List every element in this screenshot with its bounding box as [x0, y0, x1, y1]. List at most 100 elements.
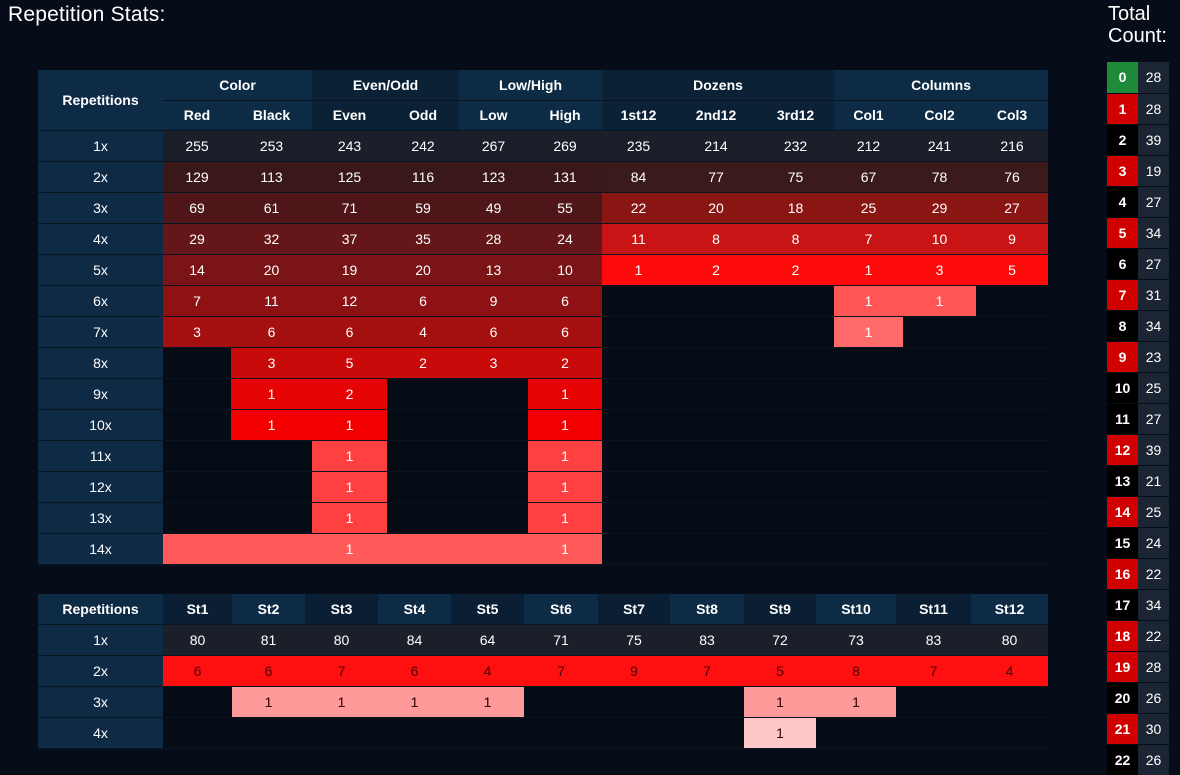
number-count: 28 — [1138, 93, 1169, 125]
number-count: 26 — [1138, 744, 1169, 775]
roulette-number: 22 — [1107, 744, 1138, 775]
cell-black: 20 — [231, 254, 312, 286]
cell-3rd12 — [757, 347, 835, 379]
cell-1st12 — [602, 316, 676, 348]
cell-black: 113 — [231, 161, 312, 193]
cell-col2 — [903, 316, 977, 348]
number-count: 39 — [1138, 434, 1169, 466]
col-header-3rd12: 3rd12 — [757, 100, 835, 131]
cell-st5: 1 — [451, 686, 524, 718]
cell-black: 61 — [231, 192, 312, 224]
group-header-row: Repetitions Color Even/Odd Low/High Doze… — [38, 70, 1049, 131]
roulette-number: 2 — [1107, 124, 1138, 156]
table-row: 11x 1 1 — [38, 440, 1049, 472]
total-count-title-line1: Total — [1108, 3, 1151, 25]
cell-st7 — [598, 717, 670, 749]
group-header-columns: Columns — [834, 70, 1049, 101]
roulette-number: 13 — [1107, 465, 1138, 497]
cell-red: 129 — [163, 161, 231, 193]
row-label: 5x — [38, 254, 163, 286]
cell-1st12: 1 — [602, 254, 676, 286]
cell-st2: 6 — [232, 655, 305, 687]
roulette-number: 21 — [1107, 713, 1138, 745]
cell-low: 13 — [459, 254, 529, 286]
cell-col2: 241 — [903, 130, 977, 162]
row-label: 11x — [38, 440, 163, 472]
cell-st5: 64 — [451, 624, 524, 656]
cell-3rd12 — [757, 533, 835, 565]
cell-low: 9 — [459, 285, 529, 317]
col-header-1st12: 1st12 — [602, 100, 676, 131]
cell-black: 3 — [231, 347, 312, 379]
table-row: 4x 29 32 37 35 28 24 11 8 8 7 10 9 — [38, 223, 1049, 255]
cell-2nd12 — [675, 378, 758, 410]
cell-st11 — [896, 686, 971, 718]
number-count: 22 — [1138, 620, 1169, 652]
roulette-number: 6 — [1107, 248, 1138, 280]
street-col-header-st1: St1 — [163, 594, 232, 625]
table-row: 13x 1 1 — [38, 502, 1049, 534]
street-col-header-st6: St6 — [524, 594, 598, 625]
cell-col2 — [903, 409, 977, 441]
roulette-number: 0 — [1107, 62, 1138, 94]
cell-red: 29 — [163, 223, 231, 255]
cell-odd — [387, 440, 460, 472]
cell-even: 1 — [312, 409, 387, 441]
cell-3rd12: 8 — [757, 223, 835, 255]
row-label: 8x — [38, 347, 163, 379]
cell-st6: 71 — [524, 624, 598, 656]
roulette-number: 7 — [1107, 279, 1138, 311]
row-label: 7x — [38, 316, 163, 348]
cell-black — [231, 471, 312, 503]
cell-st12: 80 — [971, 624, 1048, 656]
cell-col1 — [834, 502, 904, 534]
cell-high: 269 — [528, 130, 603, 162]
cell-col2 — [903, 347, 977, 379]
cell-low: 267 — [459, 130, 529, 162]
table-row: 9x 1 2 1 — [38, 378, 1049, 410]
cell-1st12: 22 — [602, 192, 676, 224]
cell-low: 3 — [459, 347, 529, 379]
cell-col1: 1 — [834, 254, 904, 286]
cell-col3 — [976, 316, 1049, 348]
number-count: 25 — [1138, 496, 1169, 528]
cell-col1 — [834, 440, 904, 472]
number-count: 21 — [1138, 465, 1169, 497]
cell-1st12: 11 — [602, 223, 676, 255]
col-header-low: Low — [459, 100, 529, 131]
cell-st4: 84 — [378, 624, 451, 656]
cell-even: 2 — [312, 378, 387, 410]
cell-st2 — [232, 717, 305, 749]
street-header-row: Repetitions St1 St2 St3 St4 St5 St6 St7 St8 St9 St… — [38, 594, 1048, 625]
cell-3rd12 — [757, 502, 835, 534]
table-row: 5x 14 20 19 20 13 10 1 2 2 1 3 5 — [38, 254, 1049, 286]
number-count: 28 — [1138, 62, 1169, 94]
count-row: 2 39 — [1107, 124, 1169, 156]
total-count-title-line2: Count: — [1108, 25, 1167, 47]
cell-black — [231, 502, 312, 534]
count-row: 22 26 — [1107, 744, 1169, 775]
cell-2nd12: 77 — [675, 161, 758, 193]
cell-black: 1 — [231, 378, 312, 410]
col-header-col3: Col3 — [976, 100, 1049, 131]
row-label: 9x — [38, 378, 163, 410]
count-row: 6 27 — [1107, 248, 1169, 280]
cell-odd: 4 — [387, 316, 460, 348]
roulette-number: 5 — [1107, 217, 1138, 249]
cell-st2: 81 — [232, 624, 305, 656]
cell-2nd12 — [675, 409, 758, 441]
row-label: 2x — [38, 161, 163, 193]
cell-3rd12 — [757, 316, 835, 348]
cell-high: 10 — [528, 254, 603, 286]
cell-1st12 — [602, 347, 676, 379]
page-title: Repetition Stats: — [8, 3, 166, 26]
cell-black: 32 — [231, 223, 312, 255]
col-header-black: Black — [231, 100, 312, 131]
col-header-2nd12: 2nd12 — [675, 100, 758, 131]
number-count: 24 — [1138, 527, 1169, 559]
count-row: 0 28 — [1107, 62, 1169, 94]
cell-low: 6 — [459, 316, 529, 348]
cell-2nd12: 2 — [675, 254, 758, 286]
cell-even: 1 — [312, 502, 387, 534]
cell-st9: 1 — [744, 717, 816, 749]
